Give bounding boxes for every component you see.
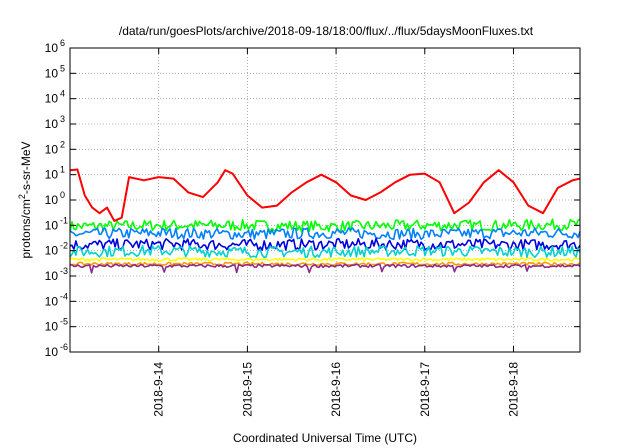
x-tick-label: 2018-9-16 [329, 362, 343, 417]
y-axis: 10 -6 10 -5 10 -4 10 -3 10 -2 10 -1 10 0 10 1 10 2 10 3 10 4 1… [45, 38, 580, 359]
y-tick-label: 10 1 [45, 165, 65, 182]
y-tick-label: 10 -5 [45, 317, 68, 334]
x-tick-label: 2018-9-18 [506, 362, 520, 417]
x-tick-label: 2018-9-17 [418, 362, 432, 417]
chart-title: /data/run/goesPlots/archive/2018-09-18/1… [119, 24, 534, 38]
series-line [69, 168, 581, 222]
y-tick-label: 10 -2 [45, 241, 68, 258]
series-line [69, 227, 581, 241]
y-tick-label: 10 5 [45, 63, 65, 80]
x-tick-label: 2018-9-15 [240, 362, 254, 417]
series-line [69, 244, 581, 259]
y-tick-label: 10 3 [45, 114, 65, 131]
series-line [69, 218, 581, 233]
y-tick-label: 10 4 [45, 89, 65, 106]
y-tick-label: 10 6 [45, 38, 65, 55]
y-tick-label: 10 -3 [45, 266, 68, 283]
x-axis: 2018-9-14 2018-9-15 2018-9-16 2018-9-17 2018… [152, 48, 520, 417]
x-tick-label: 2018-9-14 [152, 362, 166, 417]
y-tick-label: 10 2 [45, 139, 65, 156]
grid [70, 48, 580, 352]
series-line [69, 257, 581, 262]
y-tick-label: 10 -1 [45, 215, 68, 232]
x-axis-label: Coordinated Universal Time (UTC) [233, 431, 417, 445]
series-layer [69, 168, 581, 274]
y-axis-label: protons/cm2-s-sr-MeV [17, 141, 33, 258]
series-line [70, 263, 581, 274]
y-tick-label: 10 -6 [45, 342, 68, 359]
y-tick-label: 10 -4 [45, 291, 68, 308]
y-tick-label: 10 0 [45, 190, 65, 207]
series-line [69, 237, 581, 252]
series-line [69, 261, 581, 267]
